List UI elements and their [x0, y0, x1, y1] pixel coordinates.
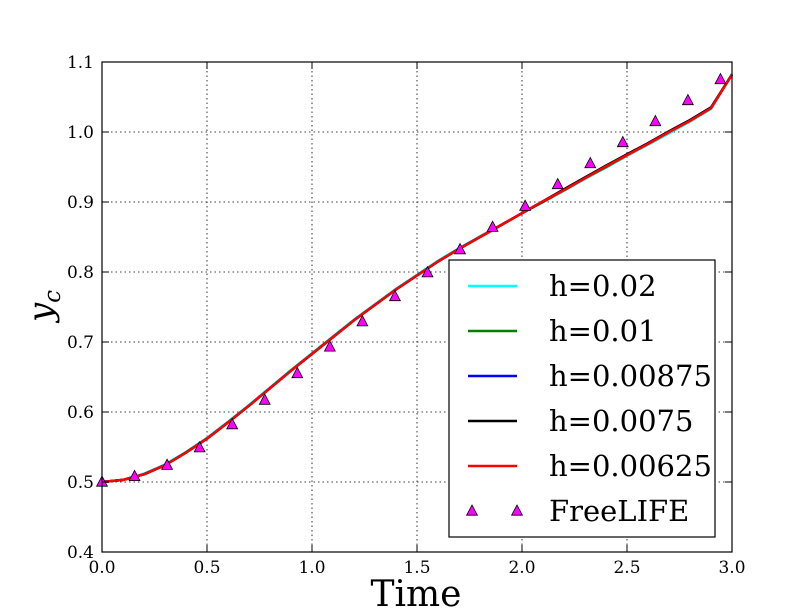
- y-tick-label: 1.1: [67, 53, 94, 73]
- axis-ticks: [101, 61, 733, 553]
- data-point: [486, 220, 499, 232]
- legend-label: h=0.02: [549, 269, 657, 303]
- series-FreeLIFE: [95, 72, 727, 487]
- series-h=0.00625: [101, 73, 734, 484]
- x-tick-label: 3.0: [718, 558, 745, 578]
- y-axis-label-subscript: c: [40, 290, 66, 303]
- data-point: [551, 177, 564, 190]
- tick-labels: 0.0 0.5 1.0 1.5 2.0 2.5 3.0 0.4 0.5 0.6 0.7 0.8 0.9 1…: [67, 53, 746, 578]
- legend-marker: [465, 504, 479, 516]
- series-line: [101, 73, 734, 484]
- x-tick-label: 2.0: [508, 558, 535, 578]
- x-tick-label: 0.5: [193, 558, 220, 578]
- y-tick-label: 0.7: [67, 333, 94, 353]
- grid-lines: [102, 62, 732, 552]
- data-point: [584, 156, 597, 169]
- data-point: [453, 242, 467, 255]
- y-tick-label: 0.8: [67, 263, 94, 283]
- legend-item: h=0.02: [468, 269, 657, 303]
- data-point: [323, 340, 336, 352]
- data-point: [161, 458, 174, 470]
- x-tick-label: 1.5: [403, 558, 430, 578]
- data-point: [128, 469, 141, 482]
- data-point: [681, 93, 694, 106]
- legend-item: h=0.01: [468, 314, 657, 348]
- y-axis-label: yc: [21, 290, 66, 324]
- series-layer: [95, 72, 734, 487]
- legend-box: [448, 259, 716, 538]
- legend-marker: [510, 504, 524, 516]
- x-tick-label: 1.0: [298, 558, 325, 578]
- data-point: [616, 135, 629, 148]
- data-point: [193, 440, 206, 453]
- legend-item: h=0.00875: [468, 359, 712, 393]
- x-axis-label: Time: [371, 574, 462, 612]
- legend-item: h=0.00625: [468, 449, 712, 483]
- legend-label: h=0.00875: [549, 359, 712, 393]
- y-axis-label-base: y: [21, 302, 61, 324]
- x-tick-label: 2.5: [613, 558, 640, 578]
- y-tick-label: 0.4: [67, 543, 94, 563]
- data-point: [519, 199, 532, 211]
- legend: h=0.02 h=0.01 h=0.00875 h=0.0075 h=0.00625 Fr…: [448, 259, 716, 538]
- legend-item: FreeLIFE: [465, 494, 689, 528]
- y-tick-label: 0.5: [67, 473, 94, 493]
- legend-item: h=0.0075: [468, 404, 693, 438]
- data-point: [226, 417, 239, 430]
- data-point: [356, 314, 369, 327]
- data-point: [388, 289, 402, 302]
- y-tick-label: 0.6: [67, 403, 94, 423]
- data-point: [714, 72, 727, 85]
- y-tick-label: 0.9: [67, 193, 94, 213]
- legend-label: h=0.01: [549, 314, 657, 348]
- legend-label: FreeLIFE: [549, 494, 689, 528]
- y-tick-label: 1.0: [67, 123, 94, 143]
- legend-label: h=0.00625: [549, 449, 712, 483]
- x-tick-label: 0.0: [88, 558, 115, 578]
- legend-label: h=0.0075: [549, 404, 693, 438]
- data-point: [421, 265, 434, 278]
- data-point: [649, 114, 662, 127]
- data-point: [291, 366, 304, 379]
- data-point: [258, 393, 271, 405]
